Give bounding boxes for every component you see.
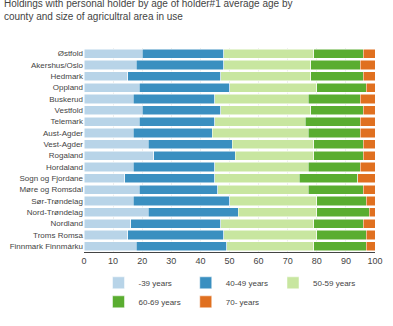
svg-text:40-49 years: 40-49 years xyxy=(226,279,268,288)
svg-text:Troms Romsa: Troms Romsa xyxy=(33,231,83,240)
svg-text:60: 60 xyxy=(254,256,264,266)
svg-text:0: 0 xyxy=(81,256,86,266)
svg-text:100: 100 xyxy=(367,256,382,266)
svg-text:70: 70 xyxy=(283,256,293,266)
svg-text:Nordland: Nordland xyxy=(51,219,83,228)
svg-text:Aust-Agder: Aust-Agder xyxy=(43,129,83,138)
svg-text:-39 years: -39 years xyxy=(139,279,172,288)
svg-text:60-69 years: 60-69 years xyxy=(139,298,181,307)
svg-text:10: 10 xyxy=(108,256,118,266)
svg-text:30: 30 xyxy=(166,256,176,266)
svg-text:Nord-Trøndelag: Nord-Trøndelag xyxy=(27,208,83,217)
svg-text:Holdings with personal holder: Holdings with personal holder by age of … xyxy=(4,0,293,22)
svg-text:Hedmark: Hedmark xyxy=(51,72,84,81)
svg-text:Vestfold: Vestfold xyxy=(55,106,83,115)
svg-text:20: 20 xyxy=(137,256,147,266)
svg-text:Hordaland: Hordaland xyxy=(46,163,83,172)
svg-text:40: 40 xyxy=(195,256,205,266)
svg-text:Telemark: Telemark xyxy=(51,117,84,126)
svg-text:Sogn og Fjordane: Sogn og Fjordane xyxy=(19,174,83,183)
svg-text:50-59 years: 50-59 years xyxy=(313,279,355,288)
svg-text:90: 90 xyxy=(341,256,351,266)
svg-text:Oppland: Oppland xyxy=(53,83,83,92)
svg-text:80: 80 xyxy=(312,256,322,266)
svg-text:Møre og Romsdal: Møre og Romsdal xyxy=(19,185,83,194)
svg-text:Finnmark Finnmárku: Finnmark Finnmárku xyxy=(10,242,83,251)
svg-text:Vest-Agder: Vest-Agder xyxy=(43,140,83,149)
svg-text:Akershus/Oslo: Akershus/Oslo xyxy=(31,61,84,70)
svg-text:Østfold: Østfold xyxy=(58,49,83,58)
svg-text:50: 50 xyxy=(224,256,234,266)
svg-text:70- years: 70- years xyxy=(226,298,259,307)
svg-text:Sør-Trøndelag: Sør-Trøndelag xyxy=(31,197,83,206)
svg-text:Buskerud: Buskerud xyxy=(49,95,83,104)
svg-text:Rogaland: Rogaland xyxy=(49,151,83,160)
